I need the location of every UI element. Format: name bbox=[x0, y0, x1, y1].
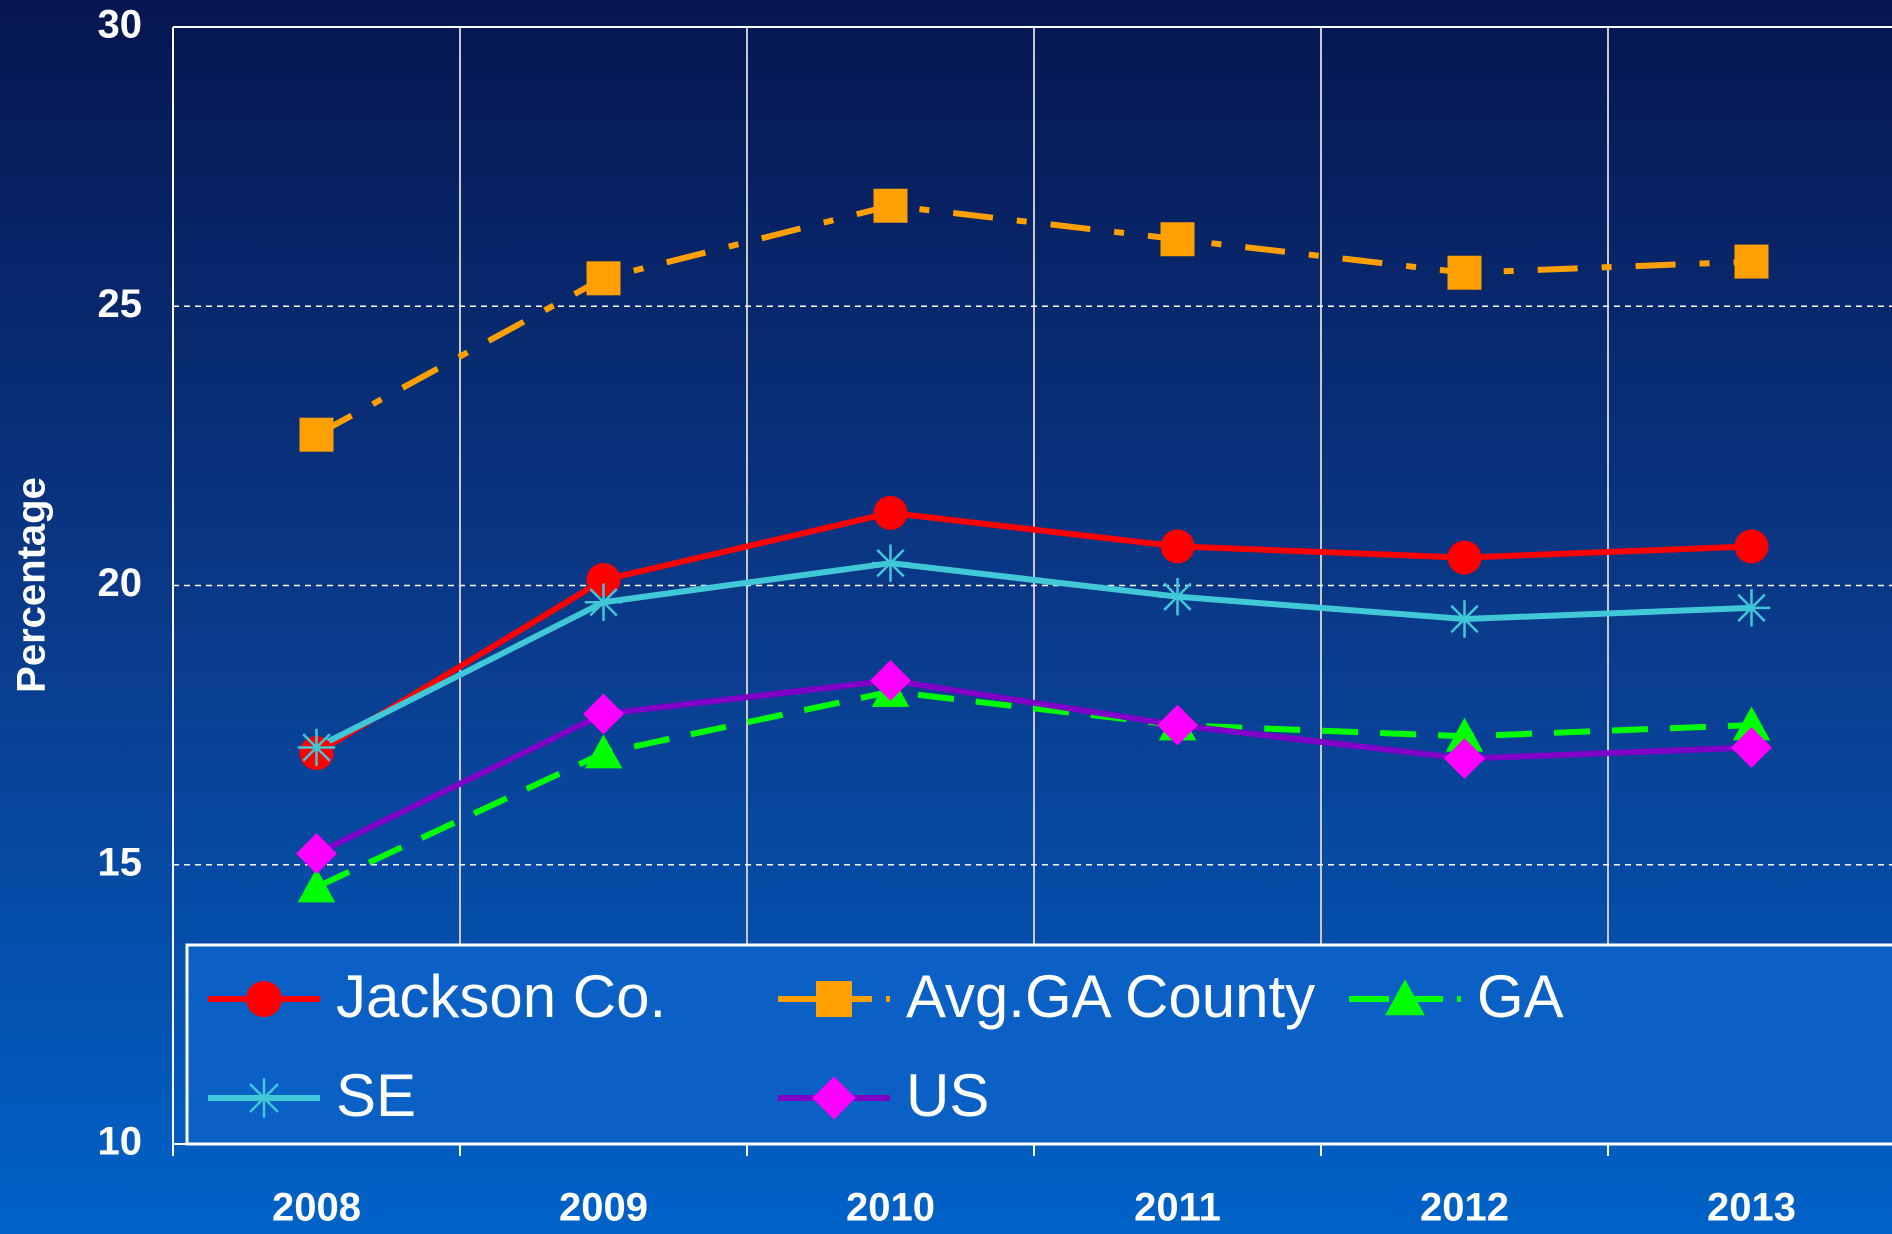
marker bbox=[246, 981, 282, 1017]
marker bbox=[1731, 727, 1772, 768]
legend-box bbox=[185, 943, 1892, 1146]
marker bbox=[296, 833, 337, 874]
marker bbox=[1732, 589, 1771, 627]
marker bbox=[816, 981, 852, 1017]
x-tick-label: 2009 bbox=[559, 1186, 648, 1230]
series-line bbox=[315, 202, 1752, 438]
marker bbox=[297, 728, 336, 767]
legend-label: SE bbox=[336, 1062, 416, 1129]
y-tick-label: 30 bbox=[98, 3, 143, 47]
marker bbox=[299, 417, 334, 452]
series-line bbox=[315, 688, 1752, 890]
marker bbox=[1734, 244, 1769, 279]
marker bbox=[1734, 529, 1769, 564]
y-axis-label: Percentage bbox=[10, 477, 54, 693]
legend-label: GA bbox=[1477, 963, 1564, 1030]
marker bbox=[873, 188, 908, 223]
legend-label: US bbox=[906, 1062, 989, 1129]
marker bbox=[1160, 529, 1195, 564]
legend-label: Jackson Co. bbox=[336, 963, 666, 1030]
series-line bbox=[314, 509, 1752, 756]
marker bbox=[586, 562, 621, 597]
marker bbox=[1444, 738, 1485, 780]
marker bbox=[584, 734, 623, 769]
marker bbox=[1447, 540, 1482, 575]
series-line bbox=[315, 560, 1752, 751]
marker bbox=[1447, 255, 1482, 290]
marker bbox=[1158, 577, 1197, 616]
legend-label: Avg.GA County bbox=[906, 963, 1315, 1030]
x-tick-label: 2011 bbox=[1134, 1186, 1221, 1230]
marker bbox=[1160, 222, 1195, 257]
marker bbox=[297, 868, 336, 903]
marker bbox=[584, 583, 623, 621]
x-tick-label: 2012 bbox=[1420, 1186, 1509, 1230]
y-tick-label: 25 bbox=[98, 282, 143, 326]
marker bbox=[1157, 704, 1198, 746]
x-tick-label: 2013 bbox=[1707, 1186, 1796, 1230]
marker bbox=[871, 544, 910, 582]
y-tick-label: 10 bbox=[98, 1120, 143, 1164]
x-tick-label: 2008 bbox=[272, 1186, 361, 1230]
legend: Jackson Co. Avg.GA County GA SE US bbox=[185, 943, 1892, 1146]
marker bbox=[870, 660, 911, 701]
x-tick-label: 2010 bbox=[846, 1186, 935, 1230]
marker bbox=[812, 1076, 856, 1120]
marker bbox=[586, 261, 621, 296]
y-tick-label: 15 bbox=[98, 840, 143, 884]
marker bbox=[1445, 600, 1484, 638]
marker bbox=[583, 693, 624, 735]
marker bbox=[244, 1078, 284, 1118]
marker bbox=[1732, 706, 1771, 741]
marker bbox=[873, 495, 908, 530]
y-tick-label: 20 bbox=[98, 561, 143, 605]
marker bbox=[1385, 979, 1425, 1016]
series-line bbox=[315, 677, 1752, 857]
marker bbox=[1445, 717, 1484, 752]
